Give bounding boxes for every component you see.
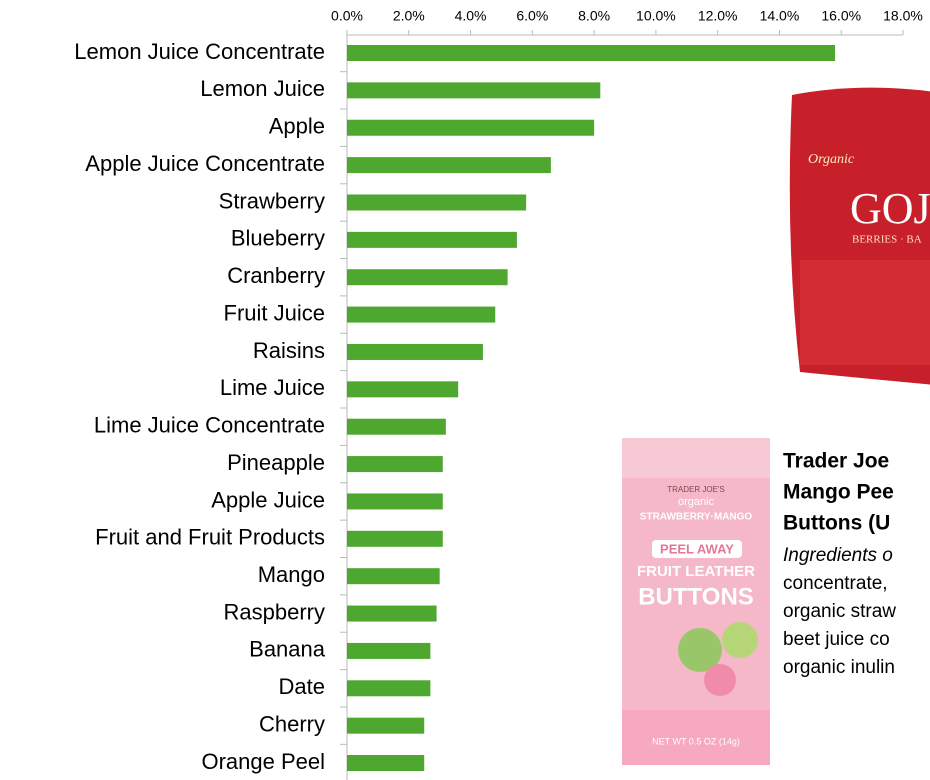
y-tick-label: Blueberry [231, 226, 325, 251]
bar [347, 45, 836, 61]
goji-package: Organic GOJ BERRIES · BA [789, 87, 930, 385]
y-tick-label: Lime Juice [220, 375, 325, 400]
bar [347, 605, 437, 622]
bar [347, 755, 425, 772]
x-tick-label: 2.0% [393, 8, 425, 24]
y-tick-label: Date [279, 674, 325, 699]
y-tick-label: Lime Juice Concentrate [94, 413, 325, 438]
y-tick-label: Cherry [259, 711, 325, 736]
package-text: STRAWBERRY·MANGO [640, 512, 753, 523]
annotation-title: Mango Pee [783, 481, 894, 504]
bar [347, 157, 551, 174]
bar [347, 493, 443, 510]
bar [347, 456, 443, 473]
package-text: FRUIT LEATHER [637, 563, 755, 580]
bar [347, 717, 425, 734]
bar [347, 568, 440, 585]
annotation-title: Buttons (U [783, 512, 890, 535]
bar [347, 194, 527, 211]
tj-package: TRADER JOE'S organic STRAWBERRY·MANGO PE… [622, 438, 770, 765]
y-tick-label: Lemon Juice [200, 76, 325, 101]
y-tick-label: Apple Juice Concentrate [85, 151, 325, 176]
y-tick-label: Banana [249, 637, 326, 662]
y-tick-label: Mango [258, 562, 325, 587]
y-tick-label: Raspberry [224, 599, 325, 624]
bar [347, 119, 595, 136]
y-tick-label: Cranberry [227, 263, 325, 288]
package-text: NET WT 0.5 OZ (14g) [652, 736, 740, 746]
y-tick-label: Strawberry [219, 188, 325, 213]
x-tick-label: 14.0% [760, 8, 800, 24]
bar [347, 231, 517, 248]
y-tick-label: Pineapple [227, 450, 325, 475]
y-tick-label: Apple Juice [211, 487, 325, 512]
x-tick-label: 18.0% [883, 8, 923, 24]
package-text: GOJ [850, 184, 930, 233]
bar [347, 343, 483, 360]
annotation: Trader Joe Mango Pee Buttons (U Ingredie… [783, 450, 896, 678]
package-text: Organic [808, 152, 855, 167]
x-tick-label: 16.0% [821, 8, 861, 24]
bar [347, 418, 446, 435]
annotation-text: organic inulin [783, 657, 895, 678]
package-text: TRADER JOE'S [667, 485, 725, 494]
x-tick-label: 12.0% [698, 8, 738, 24]
bar [347, 82, 601, 99]
bar [347, 381, 459, 398]
annotation-text: concentrate, [783, 573, 888, 594]
y-tick-label: Fruit Juice [224, 300, 325, 325]
x-tick-label: 10.0% [636, 8, 676, 24]
y-tick-label: Lemon Juice Concentrate [74, 39, 325, 64]
y-tick-label: Fruit and Fruit Products [95, 525, 325, 550]
x-tick-label: 6.0% [516, 8, 548, 24]
annotation-text: organic straw [783, 601, 896, 622]
x-tick-label: 8.0% [578, 8, 610, 24]
bar [347, 642, 431, 659]
bar [347, 530, 443, 547]
y-tick-label: Raisins [253, 338, 325, 363]
bar [347, 680, 431, 697]
bar [347, 269, 508, 286]
y-tick-label: Orange Peel [201, 749, 325, 774]
annotation-title: Trader Joe [783, 450, 889, 473]
x-tick-label: 4.0% [455, 8, 487, 24]
package-text: BUTTONS [638, 583, 754, 610]
y-tick-label: Apple [269, 114, 325, 139]
package-text: BERRIES · BA [852, 234, 922, 246]
annotation-text: beet juice co [783, 629, 890, 650]
package-text: organic [678, 496, 715, 508]
bar [347, 306, 496, 323]
package-text: PEEL AWAY [660, 541, 734, 556]
images: Organic GOJ BERRIES · BA TRADER JOE'S or… [622, 87, 930, 765]
x-tick-label: 0.0% [331, 8, 363, 24]
annotation-text: Ingredients o [783, 545, 893, 566]
